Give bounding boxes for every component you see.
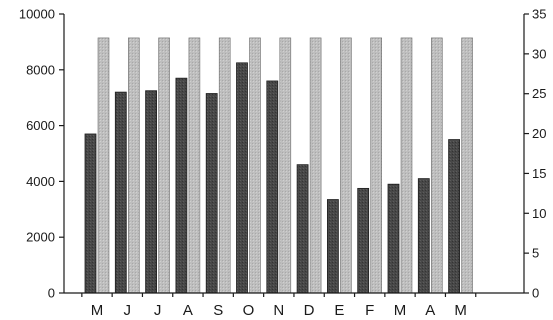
bar-right-series-5 [249, 37, 261, 294]
x-tick-label: A [425, 302, 435, 319]
bar-left-series-3 [175, 77, 188, 294]
x-tick-label: M [394, 302, 407, 319]
bar-left-series-6 [266, 80, 279, 294]
right-y-axis: 0 5 10 15 20 25 30 35 [523, 7, 546, 301]
right-tick-label: 35 [532, 7, 546, 22]
x-tick-label: A [183, 302, 193, 319]
bar-right-series-11 [430, 37, 443, 294]
left-tick-label: 4000 [26, 174, 55, 189]
left-tick-label: 6000 [26, 118, 55, 133]
bar-right-series-8 [340, 37, 352, 294]
x-tick-label: J [124, 302, 132, 319]
bar-right-series-1 [128, 37, 140, 294]
left-tick-label: 0 [48, 286, 55, 301]
x-tick-label: M [454, 302, 467, 319]
bar-right-series-2 [158, 37, 170, 294]
x-tick-label: O [243, 302, 255, 319]
bar-right-series-6 [279, 37, 292, 294]
bar-left-series-0 [84, 133, 97, 294]
bar-left-series-11 [417, 178, 430, 294]
right-tick-label: 5 [532, 246, 539, 261]
right-tick-label: 30 [532, 46, 546, 61]
right-tick-label: 20 [532, 126, 546, 141]
left-tick-label: 2000 [26, 230, 55, 245]
left-y-axis: 0 2000 4000 6000 8000 10000 [19, 7, 65, 301]
bar-left-series-5 [236, 62, 248, 294]
bar-left-series-10 [387, 183, 400, 294]
bar-left-series-7 [296, 164, 309, 294]
x-tick-label: N [273, 302, 284, 319]
x-tick-label: D [304, 302, 315, 319]
left-tick-label: 10000 [19, 7, 55, 22]
bar-series [84, 37, 473, 294]
bar-right-series-7 [309, 37, 322, 294]
bar-right-series-0 [97, 37, 110, 294]
left-tick-label: 8000 [26, 62, 55, 77]
x-tick-label: S [213, 302, 223, 319]
x-tick-label: F [365, 302, 374, 319]
right-tick-label: 10 [532, 206, 546, 221]
x-tick-label: J [154, 302, 162, 319]
right-tick-label: 0 [532, 286, 539, 301]
bar-left-series-9 [357, 187, 370, 294]
bar-right-series-3 [188, 37, 201, 294]
bar-right-series-9 [370, 37, 383, 294]
bar-right-series-10 [400, 37, 413, 294]
x-tick-label: M [91, 302, 104, 319]
bar-left-series-2 [145, 90, 158, 294]
bar-right-series-12 [461, 37, 473, 294]
right-tick-label: 25 [532, 86, 546, 101]
bar-left-series-1 [114, 91, 127, 294]
right-tick-label: 15 [532, 166, 546, 181]
x-tick-label: E [334, 302, 344, 319]
bar-left-series-4 [205, 93, 218, 294]
bar-right-series-4 [218, 37, 231, 294]
bar-left-series-12 [448, 139, 461, 294]
bar-left-series-8 [326, 199, 339, 294]
